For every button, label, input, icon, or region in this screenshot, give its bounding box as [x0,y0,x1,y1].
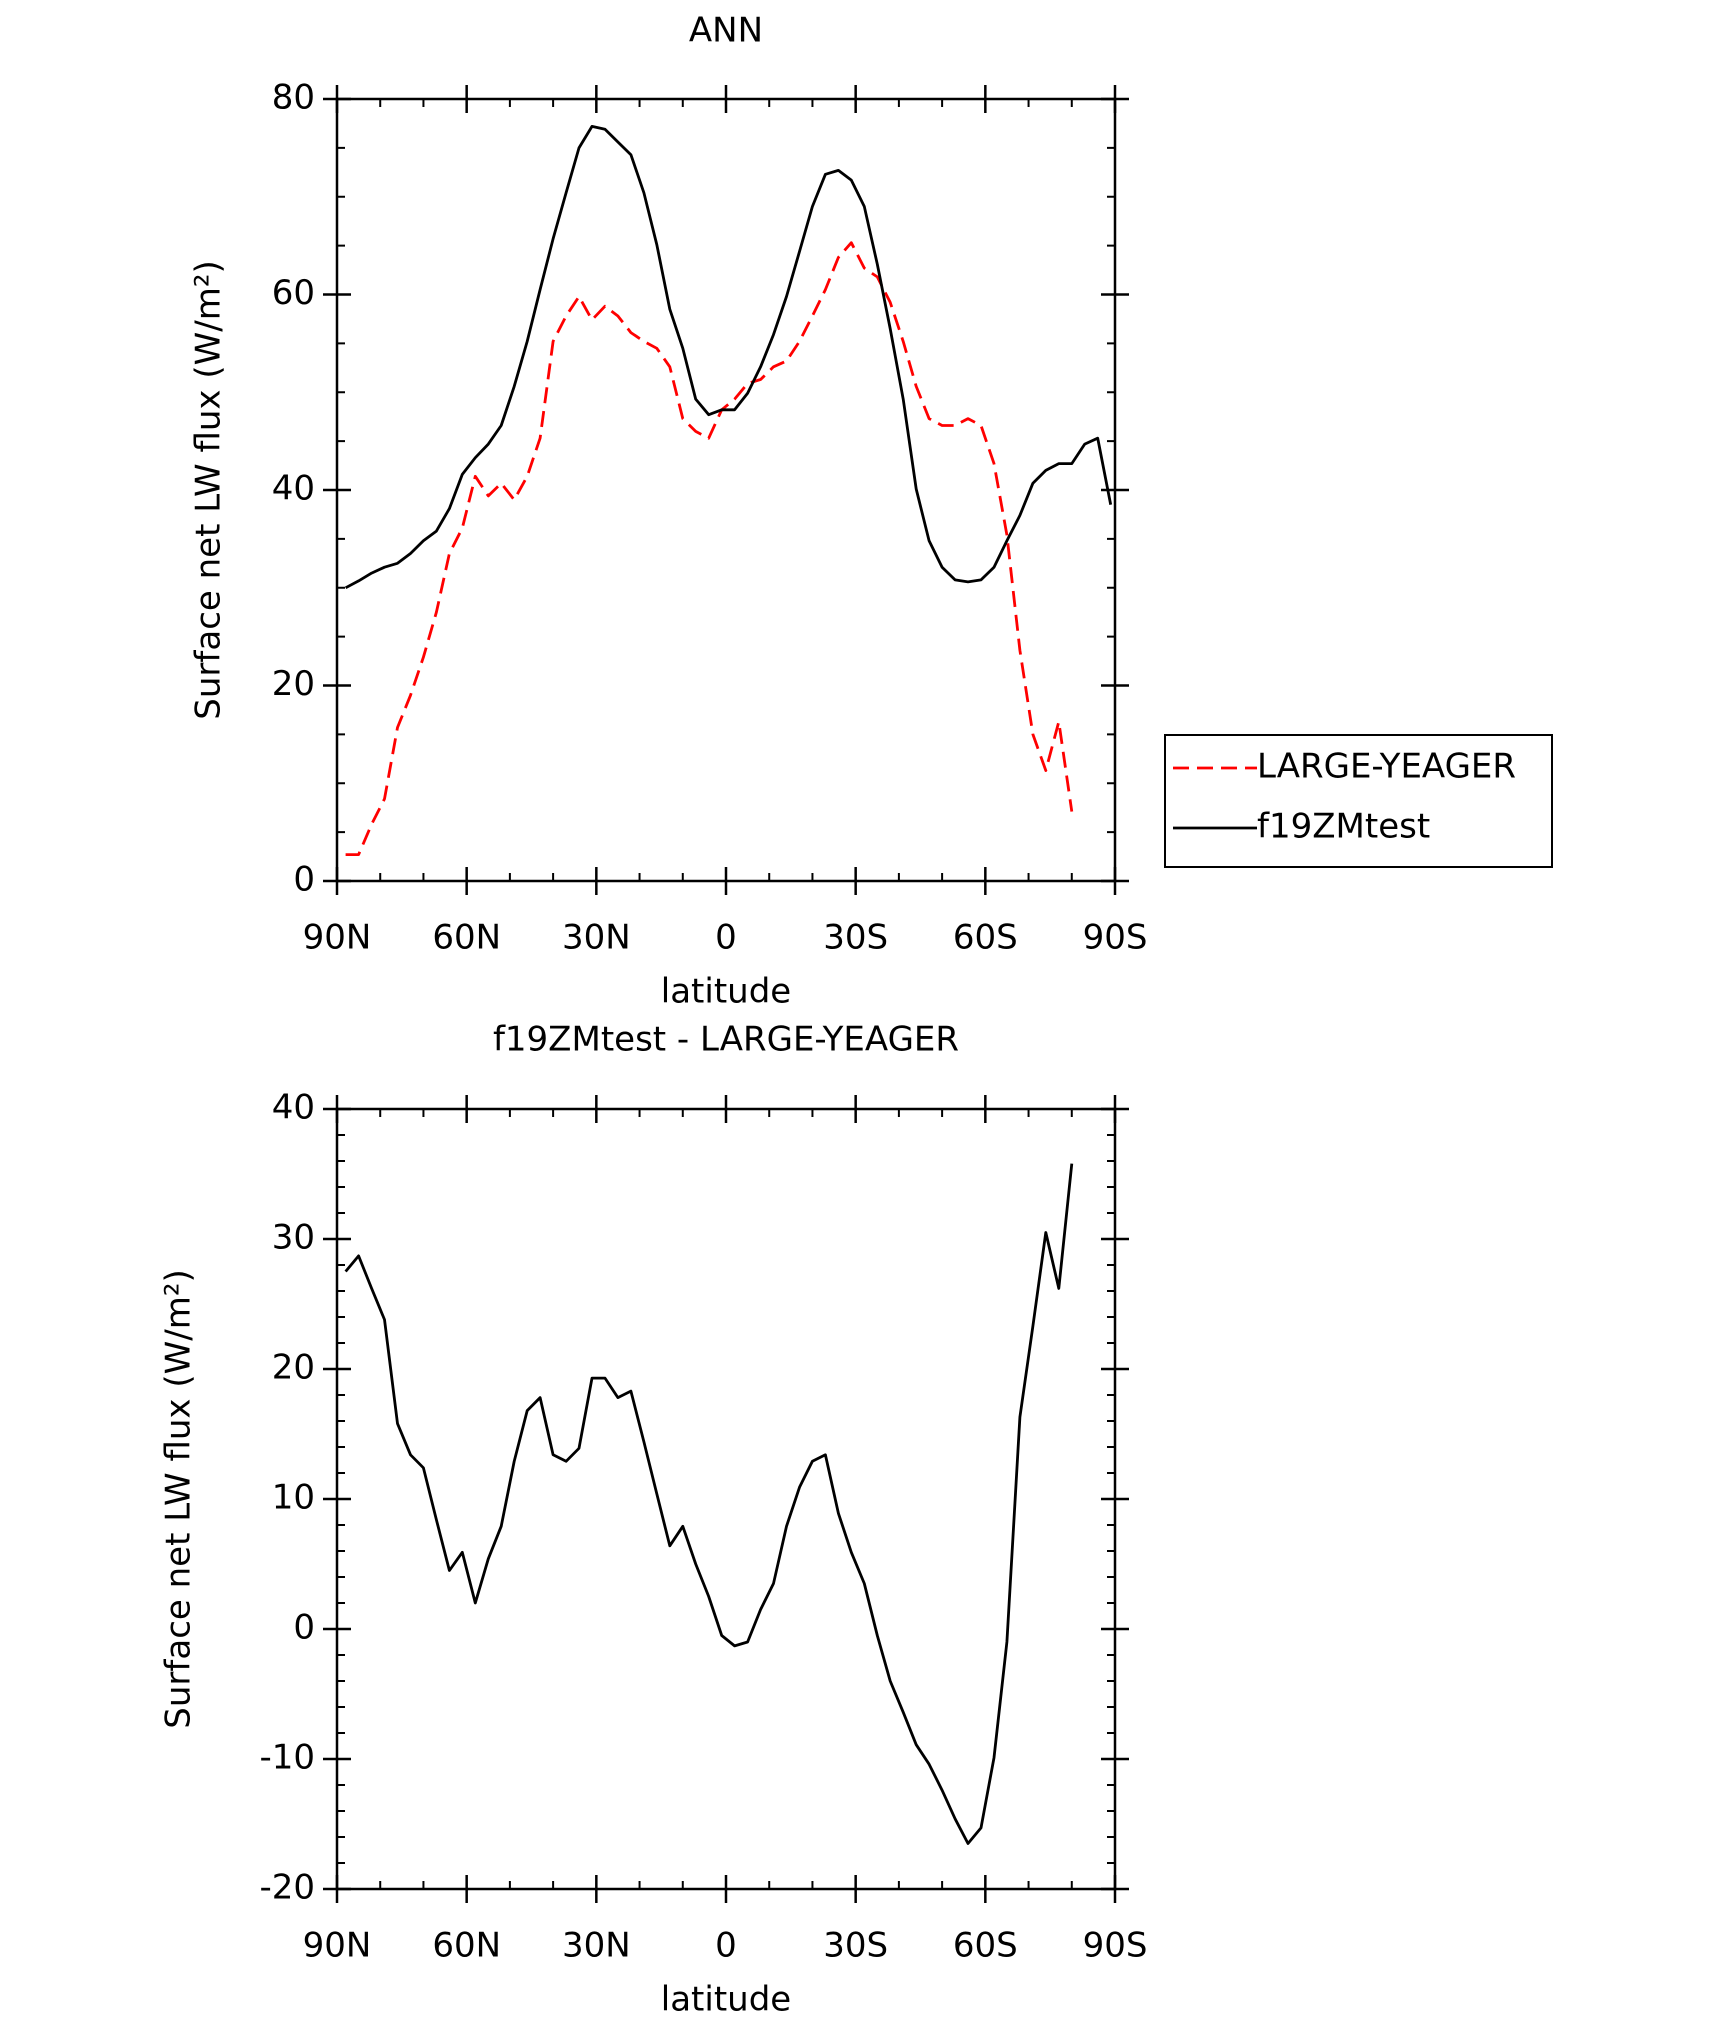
y-tick-label: 40 [272,1088,315,1128]
x-tick-label: 30S [823,1926,888,1966]
data-line [344,1163,1074,1845]
x-tick-label: 30N [562,918,631,958]
chart-title: ANN [689,11,763,51]
x-tick-label: 0 [715,918,737,958]
y-axis-label: Surface net LW flux (W/m²) [189,260,229,719]
chart-title: f19ZMtest - LARGE-YEAGER [493,1020,959,1060]
x-tick-label: 90S [1083,1926,1148,1966]
y-tick-label: 20 [272,1348,315,1388]
x-axis-label: latitude [661,1980,791,2020]
x-tick-label: 30N [562,1926,631,1966]
y-tick-label: -20 [259,1868,315,1908]
y-axis-label: Surface net LW flux (W/m²) [159,1269,199,1728]
x-tick-label: 30S [823,918,888,958]
plot-frame [335,97,1117,883]
x-tick-label: 60S [953,918,1018,958]
x-axis-label: latitude [661,972,791,1012]
x-tick-label: 60N [432,1926,501,1966]
legend-box [1164,734,1553,868]
x-tick-label: 90N [303,1926,372,1966]
x-tick-label: 60S [953,1926,1018,1966]
x-tick-label: 0 [715,1926,737,1966]
y-tick-label: 80 [272,78,315,118]
legend-label: LARGE-YEAGER [1257,747,1516,787]
data-line [345,241,1074,856]
y-tick-label: -10 [259,1738,315,1778]
y-tick-label: 30 [272,1218,315,1258]
y-tick-label: 20 [272,664,315,704]
y-tick-label: 0 [293,1608,315,1648]
y-tick-label: 60 [272,273,315,313]
x-tick-label: 60N [432,918,501,958]
y-tick-label: 40 [272,469,315,509]
x-tick-label: 90N [303,918,372,958]
y-tick-label: 10 [272,1478,315,1518]
x-tick-label: 90S [1083,918,1148,958]
plot-frame [335,1107,1117,1891]
legend-label: f19ZMtest [1257,807,1430,847]
data-line [344,125,1113,590]
y-tick-label: 0 [293,860,315,900]
